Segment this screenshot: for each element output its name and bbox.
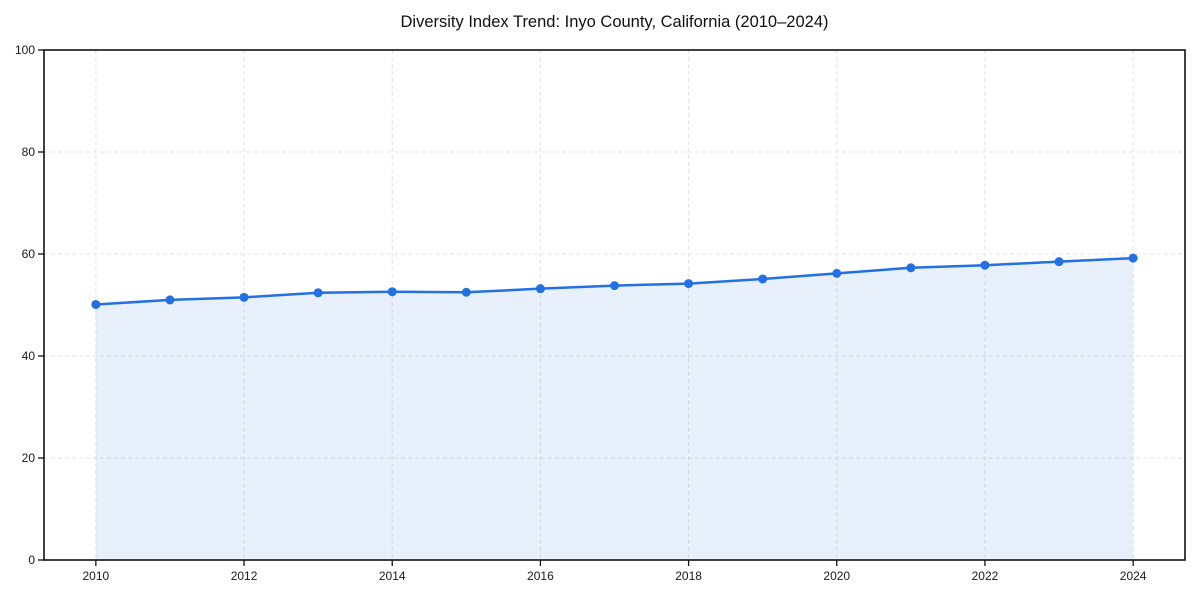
area-fill — [95, 258, 1134, 560]
data-point — [758, 274, 768, 284]
y-tick-label: 80 — [22, 145, 36, 159]
data-point — [387, 287, 397, 297]
data-point — [165, 295, 175, 305]
y-tick-label: 20 — [22, 451, 36, 465]
data-point — [906, 263, 916, 273]
data-point — [535, 284, 545, 294]
x-tick-label: 2010 — [83, 569, 110, 583]
data-point — [461, 287, 471, 297]
x-tick-label: 2018 — [675, 569, 702, 583]
x-tick-label: 2022 — [972, 569, 999, 583]
y-tick-label: 100 — [15, 43, 35, 57]
y-tick-label: 40 — [22, 349, 36, 363]
data-point — [1128, 253, 1138, 263]
plot-border — [43, 49, 1186, 561]
data-point — [91, 299, 101, 309]
data-point — [980, 260, 990, 270]
chart-title: Diversity Index Trend: Inyo County, Cali… — [400, 13, 829, 31]
data-point — [1054, 257, 1064, 267]
data-point — [313, 288, 323, 298]
data-point — [239, 292, 249, 302]
y-tick-label: 60 — [22, 247, 36, 261]
data-point — [684, 279, 694, 289]
x-tick-label: 2024 — [1120, 569, 1147, 583]
x-tick-label: 2012 — [231, 569, 258, 583]
x-tick-label: 2014 — [379, 569, 406, 583]
data-point — [610, 281, 619, 291]
data-point — [832, 268, 842, 278]
x-tick-label: 2016 — [527, 569, 554, 583]
y-tick-label: 0 — [28, 553, 35, 567]
x-tick-label: 2020 — [823, 569, 850, 583]
